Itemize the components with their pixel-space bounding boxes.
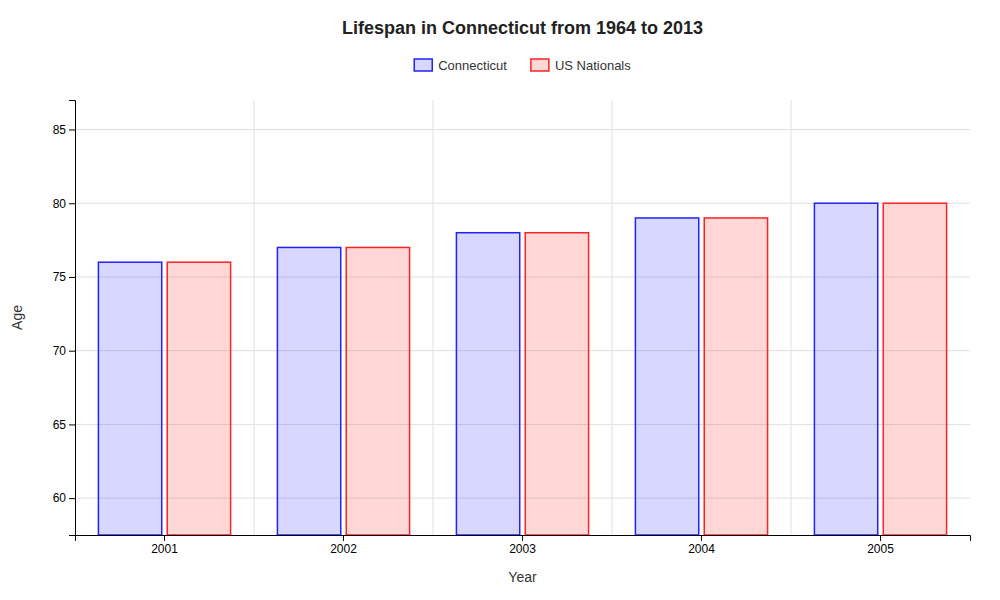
tick-label: 85 xyxy=(53,123,67,137)
tick-mark xyxy=(69,351,75,352)
tick: 85 xyxy=(53,123,75,137)
bar xyxy=(167,262,230,535)
chart: 2001 2002 2003 2004 2005 60 65 70 75 80 85 Year Age L… xyxy=(0,0,1000,600)
tick-mark xyxy=(69,498,75,499)
y-axis-title: Age xyxy=(9,305,25,330)
group-separator xyxy=(612,100,613,535)
bar xyxy=(814,203,877,535)
tick: 2005 xyxy=(867,535,894,556)
plot: 2001 2002 2003 2004 2005 60 65 70 75 80 85 xyxy=(53,100,971,556)
bar xyxy=(346,247,409,535)
tick-mark xyxy=(701,535,702,541)
x-axis: 2001 2002 2003 2004 2005 xyxy=(76,535,971,556)
tick-label: 75 xyxy=(53,270,67,284)
tick-label: 2005 xyxy=(867,542,894,556)
bar xyxy=(277,247,340,535)
bar xyxy=(704,218,767,535)
group-separator xyxy=(791,100,792,535)
tick-mark xyxy=(69,424,75,425)
tick-label: 60 xyxy=(53,491,67,505)
bar xyxy=(98,262,161,535)
tick-mark xyxy=(880,535,881,541)
tick-mark xyxy=(343,535,344,541)
legend-label: US Nationals xyxy=(555,58,631,73)
axis-line xyxy=(69,101,76,536)
grid xyxy=(75,100,970,535)
axis-line xyxy=(76,536,971,542)
tick-label: 2004 xyxy=(688,542,715,556)
tick-mark xyxy=(69,129,75,130)
bar xyxy=(883,203,946,535)
tick: 2003 xyxy=(509,535,536,556)
title: Lifespan in Connecticut from 1964 to 201… xyxy=(342,18,703,38)
tick: 60 xyxy=(53,491,75,505)
tick-mark xyxy=(69,277,75,278)
tick-mark xyxy=(522,535,523,541)
tick-mark xyxy=(69,203,75,204)
tick-label: 2001 xyxy=(151,542,178,556)
tick-label: 2002 xyxy=(330,542,357,556)
bar xyxy=(635,218,698,535)
group-separator xyxy=(254,100,255,535)
x-axis-title: Year xyxy=(508,569,537,585)
tick-label: 2003 xyxy=(509,542,536,556)
grid-line xyxy=(75,129,970,130)
tick: 75 xyxy=(53,270,75,284)
bar xyxy=(456,233,519,535)
tick: 80 xyxy=(53,197,75,211)
tick: 2001 xyxy=(151,535,178,556)
series xyxy=(98,203,877,535)
tick: 70 xyxy=(53,344,75,358)
tick: 65 xyxy=(53,418,75,432)
bar xyxy=(525,233,588,535)
legend-item: Connecticut xyxy=(414,58,507,73)
tick-label: 70 xyxy=(53,344,67,358)
y-axis: 60 65 70 75 80 85 xyxy=(53,101,76,536)
legend-swatch xyxy=(414,59,432,71)
tick-label: 80 xyxy=(53,197,67,211)
tick-label: 65 xyxy=(53,418,67,432)
legend-item: US Nationals xyxy=(531,58,631,73)
tick: 2002 xyxy=(330,535,357,556)
bars xyxy=(98,203,946,535)
tick-mark xyxy=(164,535,165,541)
legend-label: Connecticut xyxy=(438,58,507,73)
legend: Connecticut US Nationals xyxy=(414,58,631,73)
series xyxy=(167,203,946,535)
legend-swatch xyxy=(531,59,549,71)
group-separator xyxy=(433,100,434,535)
tick: 2004 xyxy=(688,535,715,556)
